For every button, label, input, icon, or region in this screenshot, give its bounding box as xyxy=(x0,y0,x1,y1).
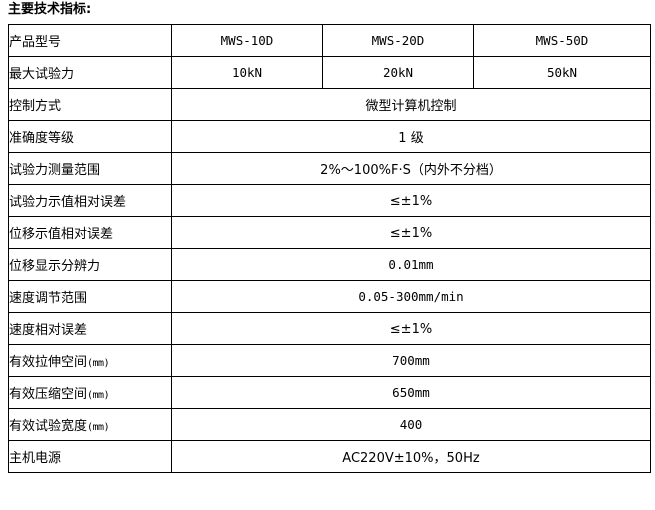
label-unit: (mm) xyxy=(87,422,110,433)
label-text: 位移示值相对误差 xyxy=(9,227,114,242)
label-unit: (mm) xyxy=(87,358,110,369)
row-label-displacement-relative-error: 位移示值相对误差 xyxy=(8,216,172,249)
value-text: 650mm xyxy=(392,385,430,400)
cell-effective-tensile-space: 700mm xyxy=(171,344,651,377)
table-row-displacement-resolution: 位移显示分辨力 0.01mm xyxy=(8,248,651,281)
row-label-control-mode: 控制方式 xyxy=(8,88,172,121)
label-text: 主机电源 xyxy=(9,451,62,466)
row-label-force-relative-error: 试验力示值相对误差 xyxy=(8,184,172,217)
row-label-force-measuring-range: 试验力测量范围 xyxy=(8,152,172,185)
table-row-control-mode: 控制方式 微型计算机控制 xyxy=(8,88,651,121)
row-label-accuracy-grade: 准确度等级 xyxy=(8,120,172,153)
cell-max-force-3: 50kN xyxy=(473,56,651,89)
table-row-effective-test-width: 有效试验宽度(mm) 400 xyxy=(8,408,651,441)
value-text: 1 级 xyxy=(398,131,424,146)
cell-speed-range: 0.05-300mm/min xyxy=(171,280,651,313)
row-label-effective-test-width: 有效试验宽度(mm) xyxy=(8,408,172,441)
label-unit: (mm) xyxy=(87,390,110,401)
cell-model-2: MWS-20D xyxy=(322,24,474,57)
value-text: ≤±1% xyxy=(389,225,433,241)
label-text: 控制方式 xyxy=(9,99,62,114)
table-row-effective-tensile-space: 有效拉伸空间(mm) 700mm xyxy=(8,344,651,377)
cell-max-force-1: 10kN xyxy=(171,56,323,89)
value-text: 微型计算机控制 xyxy=(365,99,457,114)
table-row-max-test-force: 最大试验力 10kN 20kN 50kN xyxy=(8,56,651,89)
technical-specifications-table: 产品型号 MWS-10D MWS-20D MWS-50D 最大试验力 10kN … xyxy=(8,24,651,473)
cell-effective-compression-space: 650mm xyxy=(171,376,651,409)
cell-effective-test-width: 400 xyxy=(171,408,651,441)
label-text: 速度相对误差 xyxy=(9,323,88,338)
cell-force-relative-error: ≤±1% xyxy=(171,184,651,217)
cell-model-3: MWS-50D xyxy=(473,24,651,57)
label-text: 速度调节范围 xyxy=(9,291,88,306)
label-text: 有效压缩空间 xyxy=(9,387,88,402)
table-row-effective-compression-space: 有效压缩空间(mm) 650mm xyxy=(8,376,651,409)
value-text: ≤±1% xyxy=(389,193,433,209)
row-label-max-test-force: 最大试验力 xyxy=(8,56,172,89)
label-text: 准确度等级 xyxy=(9,131,75,146)
row-label-product-model: 产品型号 xyxy=(8,24,172,57)
label-text: 位移显示分辨力 xyxy=(9,259,101,274)
label-text: 有效试验宽度 xyxy=(9,419,88,434)
row-label-effective-compression-space: 有效压缩空间(mm) xyxy=(8,376,172,409)
cell-accuracy-grade: 1 级 xyxy=(171,120,651,153)
table-row-force-relative-error: 试验力示值相对误差 ≤±1% xyxy=(8,184,651,217)
cell-force-measuring-range: 2%～100%F·S（内外不分档） xyxy=(171,152,651,185)
table-row-speed-range: 速度调节范围 0.05-300mm/min xyxy=(8,280,651,313)
cell-model-1: MWS-10D xyxy=(171,24,323,57)
row-label-effective-tensile-space: 有效拉伸空间(mm) xyxy=(8,344,172,377)
value-text: 700mm xyxy=(392,353,430,368)
table-row-accuracy-grade: 准确度等级 1 级 xyxy=(8,120,651,153)
cell-power-supply: AC220V±10%，50Hz xyxy=(171,440,651,473)
row-label-power-supply: 主机电源 xyxy=(8,440,172,473)
value-text: 2%～100%F·S（内外不分档） xyxy=(320,163,502,178)
cell-speed-relative-error: ≤±1% xyxy=(171,312,651,345)
table-row-displacement-relative-error: 位移示值相对误差 ≤±1% xyxy=(8,216,651,249)
value-text: 400 xyxy=(399,417,423,432)
cell-displacement-resolution: 0.01mm xyxy=(171,248,651,281)
table-row-power-supply: 主机电源 AC220V±10%，50Hz xyxy=(8,440,651,473)
value-text: 0.05-300mm/min xyxy=(358,289,464,304)
cell-displacement-relative-error: ≤±1% xyxy=(171,216,651,249)
table-body: 产品型号 MWS-10D MWS-20D MWS-50D 最大试验力 10kN … xyxy=(8,24,651,473)
label-text: 试验力测量范围 xyxy=(9,163,101,178)
row-label-displacement-resolution: 位移显示分辨力 xyxy=(8,248,172,281)
row-label-speed-range: 速度调节范围 xyxy=(8,280,172,313)
label-text: 试验力示值相对误差 xyxy=(9,195,127,210)
cell-max-force-2: 20kN xyxy=(322,56,474,89)
value-text: ≤±1% xyxy=(389,321,433,337)
cell-control-mode: 微型计算机控制 xyxy=(171,88,651,121)
table-row-product-model: 产品型号 MWS-10D MWS-20D MWS-50D xyxy=(8,24,651,57)
value-text: 0.01mm xyxy=(388,257,434,272)
value-text: AC220V±10%，50Hz xyxy=(342,451,480,466)
table-row-speed-relative-error: 速度相对误差 ≤±1% xyxy=(8,312,651,345)
row-label-speed-relative-error: 速度相对误差 xyxy=(8,312,172,345)
label-text: 有效拉伸空间 xyxy=(9,355,88,370)
table-row-force-measuring-range: 试验力测量范围 2%～100%F·S（内外不分档） xyxy=(8,152,651,185)
page-title: 主要技术指标: xyxy=(8,2,92,17)
